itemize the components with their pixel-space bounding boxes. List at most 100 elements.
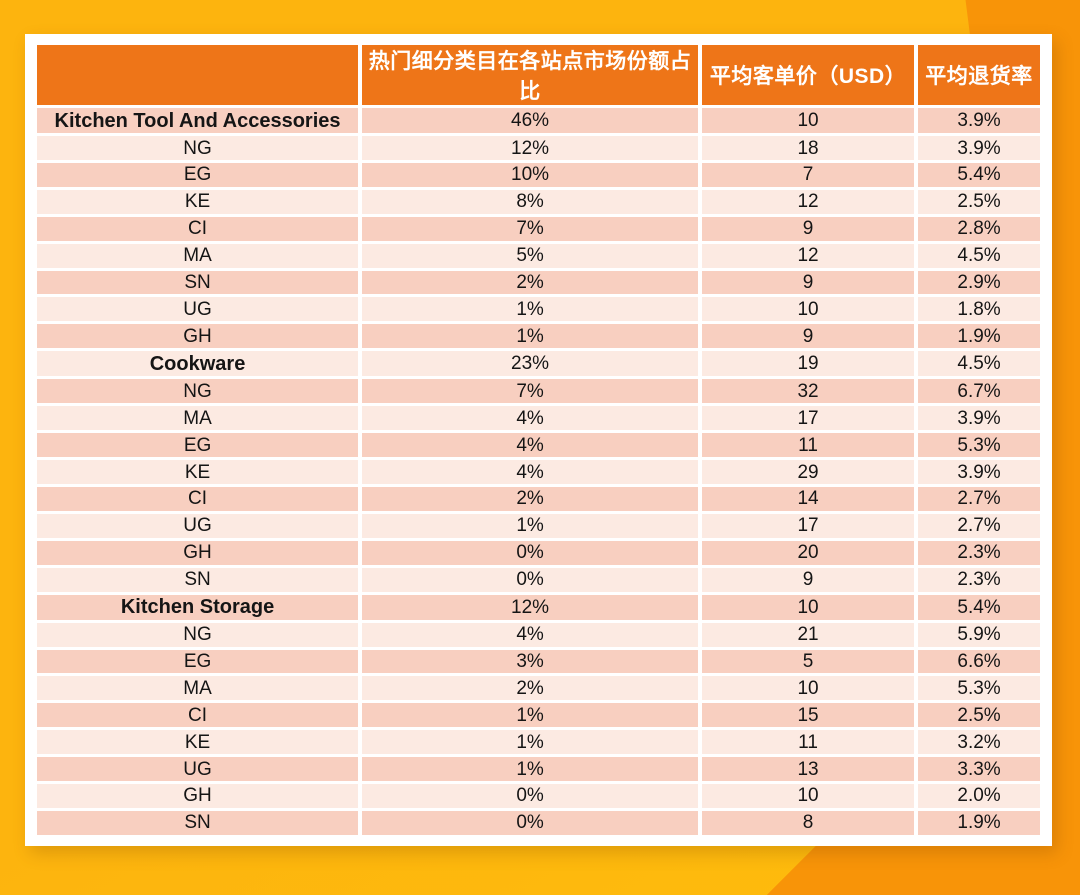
table-card: 热门细分类目在各站点市场份额占比 平均客单价（USD） 平均退货率 Kitche… <box>25 34 1052 846</box>
market-share-cell: 7% <box>362 379 699 404</box>
table-row: EG 10% 7 5.4% <box>37 163 1040 187</box>
table-row: UG 1% 17 2.7% <box>37 513 1040 538</box>
return-rate-cell: 2.5% <box>918 703 1040 728</box>
table-row: CI 2% 14 2.7% <box>37 486 1040 511</box>
row-label-cell: SN <box>37 567 359 592</box>
avg-order-value-cell: 14 <box>702 486 915 511</box>
market-share-cell: 2% <box>362 486 699 511</box>
row-label-cell: UG <box>37 513 359 538</box>
market-share-cell: 2% <box>362 676 699 701</box>
return-rate-cell: 1.9% <box>918 810 1040 835</box>
return-rate-cell: 3.9% <box>918 406 1040 431</box>
header-cell-return-rate: 平均退货率 <box>918 45 1040 105</box>
row-label-cell: NG <box>37 379 359 404</box>
table-row: UG 1% 13 3.3% <box>37 757 1040 782</box>
return-rate-cell: 2.8% <box>918 216 1040 241</box>
row-label-cell: KE <box>37 460 359 484</box>
table-row: MA 4% 17 3.9% <box>37 406 1040 431</box>
table-row: MA 5% 12 4.5% <box>37 243 1040 268</box>
return-rate-cell: 6.6% <box>918 649 1040 674</box>
row-label-cell: MA <box>37 676 359 701</box>
market-share-cell: 1% <box>362 730 699 755</box>
header-cell-category <box>37 45 359 105</box>
avg-order-value-cell: 20 <box>702 540 915 565</box>
avg-order-value-cell: 10 <box>702 108 915 134</box>
avg-order-value-cell: 9 <box>702 567 915 592</box>
header-cell-avg-order-value: 平均客单价（USD） <box>702 45 915 105</box>
row-label-cell: EG <box>37 433 359 458</box>
return-rate-cell: 1.9% <box>918 324 1040 349</box>
market-share-cell: 12% <box>362 594 699 620</box>
avg-order-value-cell: 9 <box>702 324 915 349</box>
row-label-cell: KE <box>37 730 359 755</box>
avg-order-value-cell: 9 <box>702 216 915 241</box>
table-row: CI 1% 15 2.5% <box>37 703 1040 728</box>
table-row: EG 4% 11 5.3% <box>37 433 1040 458</box>
avg-order-value-cell: 10 <box>702 676 915 701</box>
row-label-cell: UG <box>37 297 359 322</box>
return-rate-cell: 5.3% <box>918 433 1040 458</box>
avg-order-value-cell: 9 <box>702 270 915 295</box>
header-row: 热门细分类目在各站点市场份额占比 平均客单价（USD） 平均退货率 <box>37 45 1040 105</box>
row-label-cell: GH <box>37 784 359 808</box>
return-rate-cell: 2.7% <box>918 513 1040 538</box>
avg-order-value-cell: 10 <box>702 297 915 322</box>
avg-order-value-cell: 18 <box>702 136 915 161</box>
row-label-cell: CI <box>37 703 359 728</box>
return-rate-cell: 2.9% <box>918 270 1040 295</box>
market-share-cell: 0% <box>362 784 699 808</box>
avg-order-value-cell: 7 <box>702 163 915 187</box>
market-share-cell: 12% <box>362 136 699 161</box>
return-rate-cell: 2.5% <box>918 189 1040 214</box>
table-row: Kitchen Tool And Accessories 46% 10 3.9% <box>37 108 1040 134</box>
avg-order-value-cell: 8 <box>702 810 915 835</box>
avg-order-value-cell: 5 <box>702 649 915 674</box>
table-row: Kitchen Storage 12% 10 5.4% <box>37 594 1040 620</box>
avg-order-value-cell: 10 <box>702 594 915 620</box>
avg-order-value-cell: 11 <box>702 433 915 458</box>
market-share-cell: 10% <box>362 163 699 187</box>
row-label-cell: GH <box>37 540 359 565</box>
return-rate-cell: 3.2% <box>918 730 1040 755</box>
row-label-cell: KE <box>37 189 359 214</box>
header-cell-market-share: 热门细分类目在各站点市场份额占比 <box>362 45 699 105</box>
row-label-cell: NG <box>37 136 359 161</box>
market-share-cell: 46% <box>362 108 699 134</box>
row-label-cell: SN <box>37 270 359 295</box>
market-share-cell: 1% <box>362 324 699 349</box>
avg-order-value-cell: 17 <box>702 406 915 431</box>
market-share-cell: 4% <box>362 433 699 458</box>
row-label-cell: EG <box>37 649 359 674</box>
market-share-cell: 3% <box>362 649 699 674</box>
row-label-cell: GH <box>37 324 359 349</box>
market-share-cell: 5% <box>362 243 699 268</box>
row-label-cell: CI <box>37 216 359 241</box>
return-rate-cell: 3.9% <box>918 108 1040 134</box>
avg-order-value-cell: 29 <box>702 460 915 484</box>
market-share-cell: 8% <box>362 189 699 214</box>
avg-order-value-cell: 12 <box>702 189 915 214</box>
return-rate-cell: 1.8% <box>918 297 1040 322</box>
return-rate-cell: 6.7% <box>918 379 1040 404</box>
row-label-cell: SN <box>37 810 359 835</box>
return-rate-cell: 2.3% <box>918 540 1040 565</box>
row-label-cell: EG <box>37 163 359 187</box>
return-rate-cell: 5.9% <box>918 622 1040 647</box>
table-row: NG 7% 32 6.7% <box>37 379 1040 404</box>
table-row: MA 2% 10 5.3% <box>37 676 1040 701</box>
return-rate-cell: 5.4% <box>918 163 1040 187</box>
table-row: CI 7% 9 2.8% <box>37 216 1040 241</box>
avg-order-value-cell: 17 <box>702 513 915 538</box>
market-share-cell: 0% <box>362 567 699 592</box>
table-row: NG 12% 18 3.9% <box>37 136 1040 161</box>
avg-order-value-cell: 11 <box>702 730 915 755</box>
table-row: NG 4% 21 5.9% <box>37 622 1040 647</box>
market-share-cell: 0% <box>362 540 699 565</box>
avg-order-value-cell: 19 <box>702 351 915 377</box>
market-share-table: 热门细分类目在各站点市场份额占比 平均客单价（USD） 平均退货率 Kitche… <box>33 42 1044 838</box>
market-share-cell: 23% <box>362 351 699 377</box>
market-share-cell: 7% <box>362 216 699 241</box>
table-row: GH 0% 20 2.3% <box>37 540 1040 565</box>
avg-order-value-cell: 32 <box>702 379 915 404</box>
avg-order-value-cell: 13 <box>702 757 915 782</box>
